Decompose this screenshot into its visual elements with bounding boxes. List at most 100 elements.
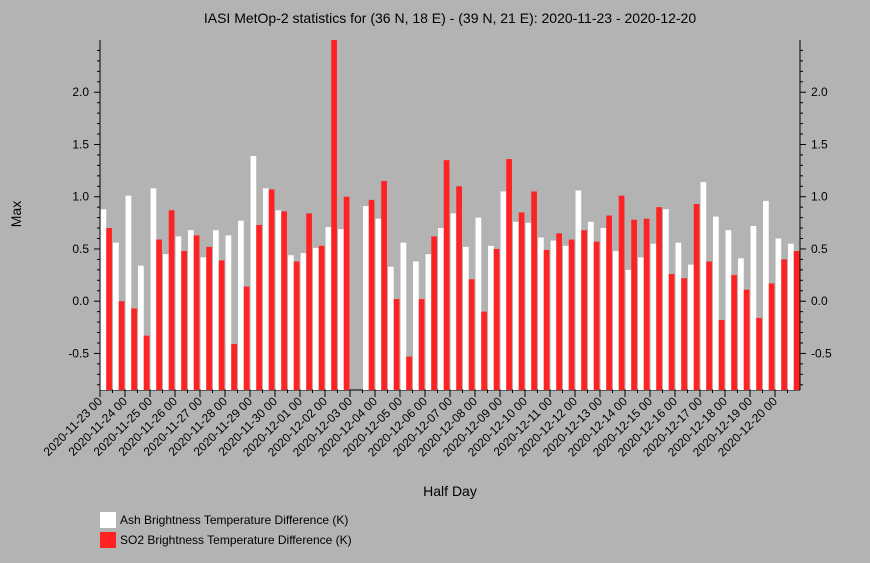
bar-ash [513, 221, 519, 390]
bar-ash [463, 246, 469, 390]
bar-ash [750, 225, 757, 390]
y-tick-label-left: 0.0 [72, 294, 89, 308]
bar-ash [175, 236, 182, 390]
bar-ash [738, 258, 744, 390]
bar-so2 [643, 218, 650, 390]
bar-so2 [118, 301, 125, 390]
bar-ash [475, 217, 482, 390]
bar-so2 [393, 299, 400, 390]
bar-ash [613, 251, 619, 390]
bar-ash [163, 254, 169, 390]
bar-so2 [731, 275, 737, 390]
bar-so2 [556, 233, 562, 390]
bar-so2 [156, 239, 162, 390]
bar-ash [363, 206, 369, 390]
bar-ash [188, 230, 194, 390]
bar-ash [338, 229, 344, 390]
bar-so2 [331, 40, 337, 390]
bar-so2 [656, 207, 662, 390]
bar-so2 [568, 239, 575, 390]
bar-so2 [318, 245, 325, 390]
bar-so2 [618, 195, 625, 390]
bar-so2 [368, 199, 375, 390]
bar-ash [388, 266, 394, 390]
bar-ash [250, 155, 257, 390]
bar-so2 [443, 160, 450, 390]
legend-label-so2: SO2 Brightness Temperature Difference (K… [120, 533, 352, 547]
bar-ash [275, 210, 282, 390]
bar-ash [313, 247, 319, 390]
bar-ash [425, 254, 432, 390]
bar-ash [400, 242, 407, 390]
bar-so2 [543, 250, 550, 390]
bar-so2 [768, 283, 775, 390]
y-tick-label-right: 1.0 [811, 190, 828, 204]
bar-ash [625, 269, 632, 390]
bar-ash [375, 218, 382, 390]
bar-so2 [106, 228, 112, 390]
bar-ash [300, 253, 307, 390]
bar-so2 [381, 181, 387, 390]
bar-so2 [406, 356, 412, 390]
bar-so2 [718, 320, 725, 390]
bar-ash [638, 257, 644, 390]
bar-ash [525, 222, 532, 390]
bar-ash [500, 191, 507, 390]
bar-ash [788, 243, 794, 390]
y-tick-label-left: 1.0 [72, 190, 89, 204]
bar-so2 [231, 344, 237, 390]
bar-so2 [431, 236, 437, 390]
bar-ash [238, 220, 244, 390]
bar-ash [150, 188, 157, 390]
bar-ash [663, 209, 669, 390]
bar-ash [675, 242, 682, 390]
chart-title: IASI MetOp-2 statistics for (36 N, 18 E)… [203, 10, 697, 26]
bar-ash [213, 230, 219, 390]
y-tick-label-right: 0.5 [811, 242, 828, 256]
bar-so2 [293, 261, 300, 390]
bar-ash [288, 255, 294, 390]
bar-so2 [343, 196, 350, 390]
bar-so2 [281, 211, 287, 390]
bar-so2 [218, 260, 225, 390]
bar-ash [763, 200, 769, 390]
bar-ash [113, 242, 119, 390]
legend-item-ash: Ash Brightness Temperature Difference (K… [100, 512, 348, 528]
bar-ash [413, 261, 419, 390]
bar-so2 [593, 241, 600, 390]
bar-ash [488, 245, 494, 390]
y-axis-label: Max [8, 200, 24, 228]
bar-so2 [518, 212, 525, 390]
bar-so2 [506, 159, 512, 390]
bar-so2 [468, 279, 475, 390]
bar-so2 [181, 251, 187, 390]
bar-so2 [143, 335, 150, 390]
bar-so2 [168, 210, 175, 390]
y-tick-label-left: 0.5 [72, 242, 89, 256]
bar-ash [713, 216, 719, 390]
bar-ash [125, 195, 132, 390]
bar-so2 [706, 261, 712, 390]
bar-ash [563, 245, 569, 390]
bar-ash [550, 240, 557, 390]
legend-label-ash: Ash Brightness Temperature Difference (K… [120, 513, 349, 527]
bar-ash [263, 188, 269, 390]
legend-item-so2: SO2 Brightness Temperature Difference (K… [100, 532, 352, 548]
bar-so2 [631, 219, 637, 390]
bar-ash [138, 265, 144, 390]
bar-ash [575, 190, 582, 390]
bar-ash [225, 235, 232, 390]
bar-ash [538, 237, 544, 390]
y-tick-label-left: 1.5 [72, 137, 89, 151]
y-tick-label-right: 2.0 [811, 85, 828, 99]
bar-ash [725, 230, 732, 390]
y-tick-label-right: 1.5 [811, 137, 828, 151]
bar-so2 [531, 191, 537, 390]
y-tick-label-right: 0.0 [811, 294, 828, 308]
bar-so2 [681, 278, 687, 390]
bar-so2 [693, 204, 700, 390]
bar-so2 [131, 308, 137, 390]
bar-ash [588, 221, 594, 390]
y-tick-label-left: 2.0 [72, 85, 89, 99]
